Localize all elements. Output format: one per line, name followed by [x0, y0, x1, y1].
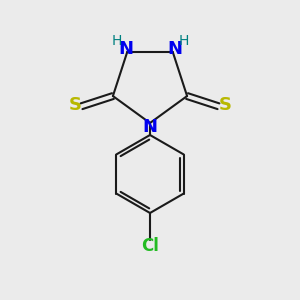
Text: N: N — [167, 40, 182, 58]
Text: Cl: Cl — [141, 237, 159, 255]
Text: H: H — [178, 34, 189, 48]
Text: N: N — [142, 118, 158, 136]
Text: S: S — [68, 96, 81, 114]
Text: S: S — [219, 96, 232, 114]
Text: H: H — [111, 34, 122, 48]
Text: N: N — [118, 40, 133, 58]
